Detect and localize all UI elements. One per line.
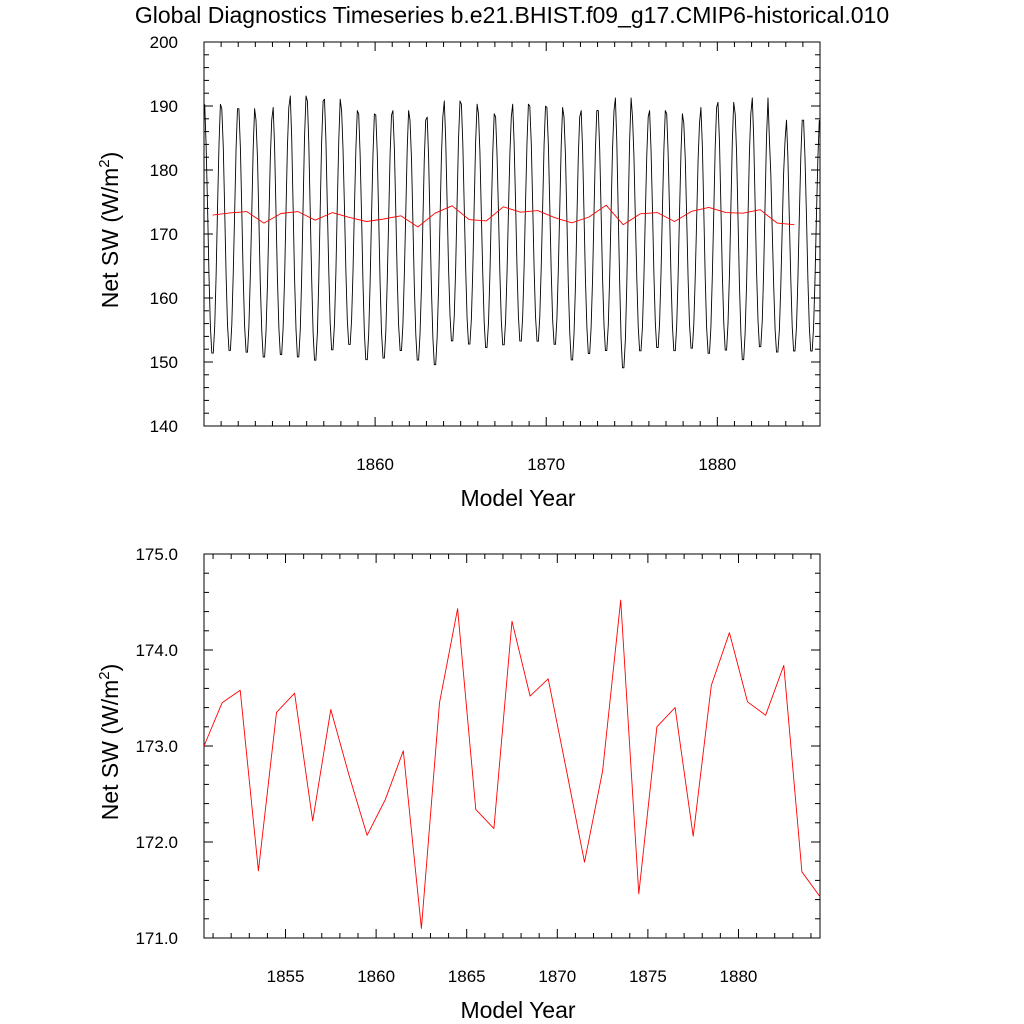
top-y-tick-label: 180 [150,161,178,180]
bottom-x-tick-label: 1855 [267,967,305,986]
top-y-axis-label: Net SW (W/m2) [96,152,123,309]
bottom-y-axis-label: Net SW (W/m2) [96,664,123,821]
bottom-x-axis-label: Model Year [460,997,575,1023]
top-x-tick-label: 1880 [698,455,736,474]
top-plot-frame [203,41,821,427]
bottom-y-tick-label: 172.0 [135,833,178,852]
top-annual-mean-series-line [212,204,795,228]
bottom-x-tick-label: 1875 [629,967,667,986]
chart-title: Global Diagnostics Timeseries b.e21.BHIS… [134,2,890,28]
bottom-x-tick-label: 1870 [538,967,576,986]
top-monthly-series-line [204,95,820,369]
top-y-tick-label: 170 [150,225,178,244]
bottom-annual-mean-series-line [203,599,821,929]
top-y-tick-label: 140 [150,417,178,436]
bottom-y-tick-label: 171.0 [135,929,178,948]
top-y-tick-label: 190 [150,97,178,116]
bottom-y-tick-label: 173.0 [135,737,178,756]
bottom-x-tick-label: 1860 [357,967,395,986]
bottom-y-tick-label: 175.0 [135,545,178,564]
bottom-plot-frame [203,553,821,939]
top-plot: 1860 1870 1880 140 150 160 170 180 190 200 Model Y… [96,33,821,511]
top-y-tick-label: 160 [150,289,178,308]
bottom-y-tick-label: 174.0 [135,641,178,660]
top-y-tick-label: 150 [150,353,178,372]
top-x-tick-label: 1860 [356,455,394,474]
top-x-tick-label: 1870 [527,455,565,474]
bottom-x-tick-label: 1865 [448,967,486,986]
bottom-x-tick-label: 1880 [720,967,758,986]
top-y-tick-label: 200 [150,33,178,52]
bottom-plot: 1855 1860 1865 1870 1875 1880 171.0 172.0 173.0 1… [96,545,821,1023]
top-x-axis-label: Model Year [460,485,575,511]
